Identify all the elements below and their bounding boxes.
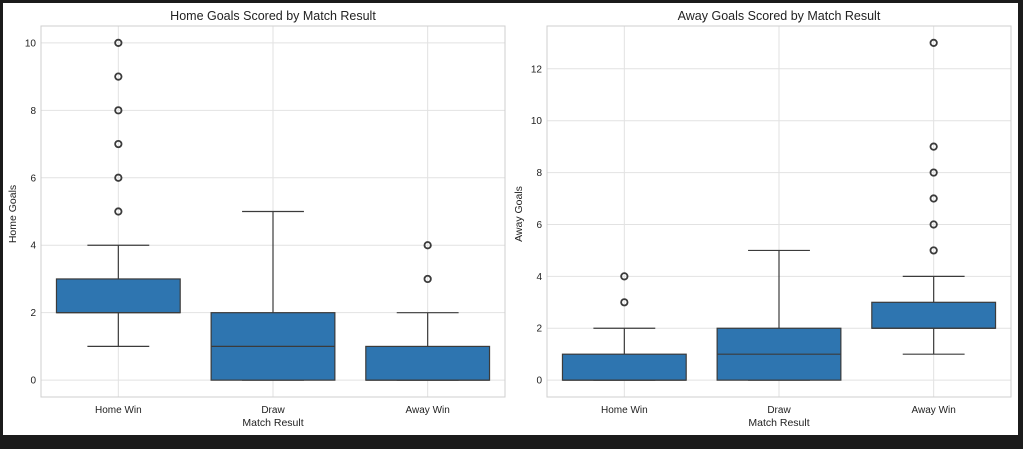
outlier-point	[929, 38, 938, 47]
plot-frame	[546, 25, 1012, 398]
iqr-box	[55, 278, 181, 314]
y-tick-label: 4	[536, 272, 542, 283]
gridlines: 0 2 4 6 8 10 12 Home Win Draw Away Win	[41, 25, 1012, 416]
outlier-point	[929, 142, 938, 151]
outlier-point	[929, 168, 938, 177]
x-tick-label: Away Win	[406, 405, 450, 416]
y-tick-label: 0	[30, 376, 36, 387]
outlier-point	[114, 207, 123, 216]
outlier-point	[423, 241, 432, 250]
y-tick-label: 2	[536, 324, 542, 335]
y-tick-label: 0	[536, 376, 542, 387]
away-goals-chart: Away Goals Scored by Match Result Away G…	[513, 9, 881, 429]
iqr-box	[871, 301, 997, 329]
y-axis-label: Away Goals	[513, 186, 525, 242]
y-tick-label: 12	[531, 64, 543, 75]
y-tick-label: 4	[30, 241, 36, 252]
outlier-point	[114, 38, 123, 47]
box-home-win	[55, 38, 181, 348]
outlier-point	[114, 72, 123, 81]
outlier-point	[929, 220, 938, 229]
y-tick-label: 10	[531, 116, 543, 127]
x-axis-label: Match Result	[242, 417, 303, 429]
x-axis-label: Match Result	[748, 417, 809, 429]
x-tick-label: Draw	[767, 405, 791, 416]
boxplot-figure: 0 2 4 6 8 10 12 Home Win Draw Away Win Home Goals…	[7, 9, 1012, 429]
y-tick-label: 8	[30, 106, 36, 117]
figure-canvas: 0 2 4 6 8 10 12 Home Win Draw Away Win Home Goals…	[3, 3, 1018, 435]
chart-title: Away Goals Scored by Match Result	[678, 9, 881, 23]
x-tick-label: Draw	[261, 405, 285, 416]
box-away-win	[871, 38, 997, 355]
box-home-win	[561, 272, 687, 381]
box-away-win	[365, 241, 491, 381]
x-tick-label: Away Win	[912, 405, 956, 416]
outlier-point	[929, 194, 938, 203]
x-tick-label: Home Win	[95, 405, 142, 416]
outlier-point	[423, 274, 432, 284]
plot-frame	[40, 25, 506, 398]
chart-title: Home Goals Scored by Match Result	[170, 9, 376, 23]
outlier-point	[114, 139, 123, 149]
y-tick-label: 2	[30, 308, 36, 319]
outlier-point	[620, 298, 629, 307]
y-tick-label: 6	[536, 220, 542, 231]
y-tick-label: 6	[30, 173, 36, 184]
box-draw	[716, 249, 842, 381]
iqr-box	[561, 353, 687, 381]
y-tick-label: 10	[25, 38, 37, 49]
y-axis-label: Home Goals	[7, 185, 19, 243]
outlier-point	[114, 106, 123, 115]
box-draw	[210, 210, 336, 381]
x-tick-label: Home Win	[601, 405, 648, 416]
outlier-point	[114, 173, 123, 182]
outlier-point	[929, 246, 938, 255]
outlier-point	[620, 272, 629, 281]
home-goals-chart: 0 2 4 6 8 10 12 Home Win Draw Away Win Home Goals…	[7, 9, 1012, 429]
iqr-box	[365, 345, 491, 381]
y-tick-label: 8	[536, 168, 542, 179]
